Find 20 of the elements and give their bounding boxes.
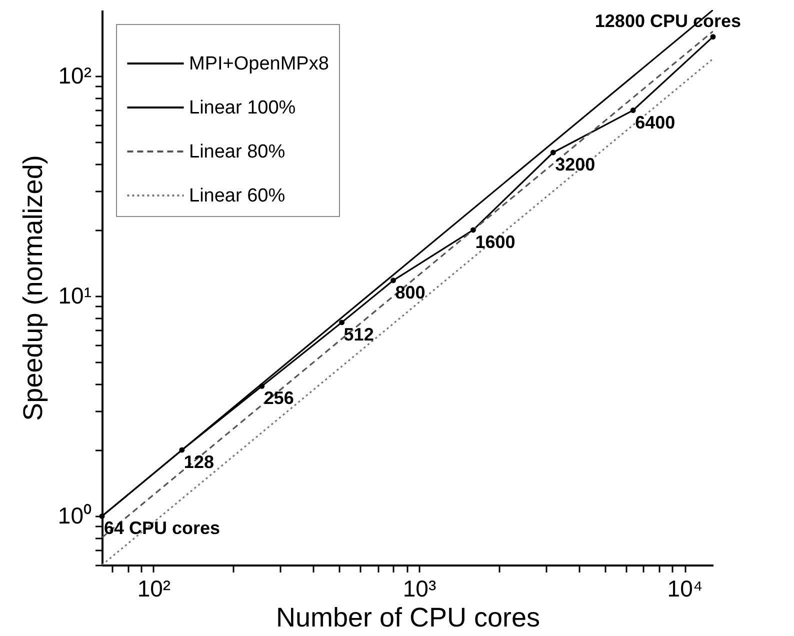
x-tick-label: 10⁴ xyxy=(667,576,703,602)
annotation: 128 xyxy=(184,452,214,472)
legend-label: Linear 60% xyxy=(189,186,286,206)
legend-label: Linear 80% xyxy=(189,142,286,162)
legend-label: MPI+OpenMPx8 xyxy=(189,54,329,74)
annotation: 64 CPU cores xyxy=(104,518,220,538)
y-tick-label: 10⁰ xyxy=(58,502,92,529)
annotation: 512 xyxy=(344,324,374,344)
annotation: 6400 xyxy=(635,112,676,132)
y-tick-label: 10² xyxy=(58,62,92,89)
annotation: 800 xyxy=(395,282,426,302)
annotation: 1600 xyxy=(475,232,516,252)
y-axis-title: Speedup (normalized) xyxy=(18,155,48,421)
annotation: 3200 xyxy=(555,154,596,175)
x-tick-label: 10³ xyxy=(402,576,436,602)
x-axis-title: Number of CPU cores xyxy=(276,602,540,632)
annotation: 256 xyxy=(264,388,294,408)
y-tick-label: 10¹ xyxy=(58,282,92,309)
legend-label: Linear 100% xyxy=(189,98,296,118)
x-tick-label: 10² xyxy=(137,576,171,602)
